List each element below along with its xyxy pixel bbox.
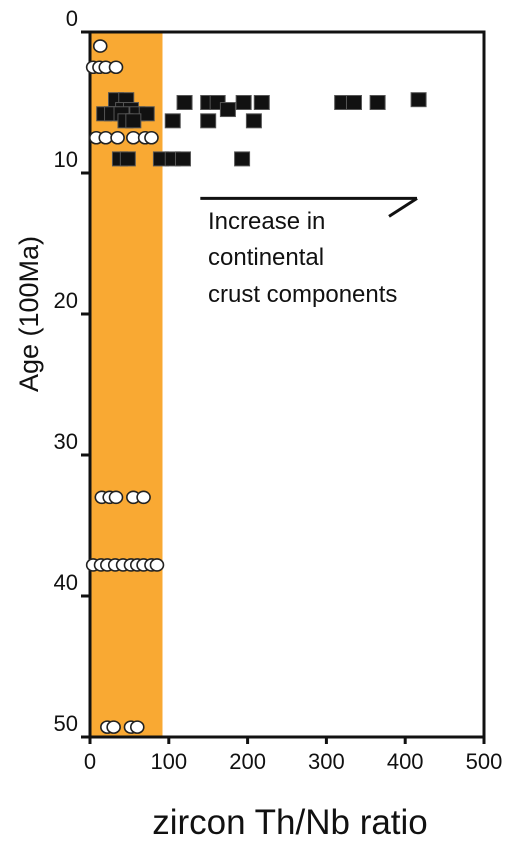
data-point-circle xyxy=(129,720,145,734)
x-tick-label: 400 xyxy=(387,749,424,774)
data-point-square xyxy=(345,95,362,110)
data-point-circle xyxy=(149,558,165,572)
data-point-square xyxy=(125,113,142,129)
data-point-square xyxy=(138,106,155,122)
data-point-square xyxy=(176,95,193,110)
y-tick-label: 10 xyxy=(54,147,78,172)
data-point-circle xyxy=(92,39,108,53)
data-point-circle xyxy=(106,720,121,734)
data-point-circle xyxy=(108,490,124,505)
x-tick-label: 500 xyxy=(466,749,503,774)
data-point-square xyxy=(164,113,181,129)
data-point-square xyxy=(234,151,251,167)
x-axis-ticks: 0 100 200 300 400 500 xyxy=(84,737,502,774)
data-point-square xyxy=(253,95,270,110)
x-axis-title: zircon Th/Nb ratio xyxy=(152,803,428,841)
y-axis-ticks: 0 10 20 30 40 50 xyxy=(54,6,90,739)
annotation-arrow-head xyxy=(388,197,418,218)
data-point-square xyxy=(174,151,191,167)
data-point-square xyxy=(219,102,236,118)
data-point-square xyxy=(245,113,262,129)
data-point-square xyxy=(369,95,386,110)
x-tick-label: 300 xyxy=(308,749,345,774)
data-point-square xyxy=(119,151,136,167)
annotation-line-3: crust components xyxy=(208,281,397,308)
shaded-band xyxy=(90,32,163,737)
data-point-square xyxy=(235,95,252,110)
y-tick-label: 50 xyxy=(54,711,78,736)
x-tick-label: 0 xyxy=(84,749,96,774)
data-point-square xyxy=(410,92,427,108)
y-tick-label: 0 xyxy=(66,6,78,31)
data-point-circle xyxy=(136,490,151,505)
y-tick-label: 30 xyxy=(54,429,78,454)
data-point-circle xyxy=(108,60,124,75)
plot-frame xyxy=(88,30,486,739)
data-points xyxy=(85,39,427,734)
data-point-circle xyxy=(110,130,125,145)
x-tick-label: 100 xyxy=(150,749,187,774)
annotation-line-2: continental xyxy=(208,244,324,271)
data-point-square xyxy=(200,113,217,129)
annotation: Increase in continental crust components xyxy=(200,196,418,308)
data-point-circle xyxy=(144,130,159,145)
annotation-line-1: Increase in xyxy=(208,208,325,235)
y-tick-label: 20 xyxy=(54,288,78,313)
y-axis-title: Age (100Ma) xyxy=(14,236,44,392)
x-tick-label: 200 xyxy=(229,749,266,774)
y-tick-label: 40 xyxy=(54,570,78,595)
